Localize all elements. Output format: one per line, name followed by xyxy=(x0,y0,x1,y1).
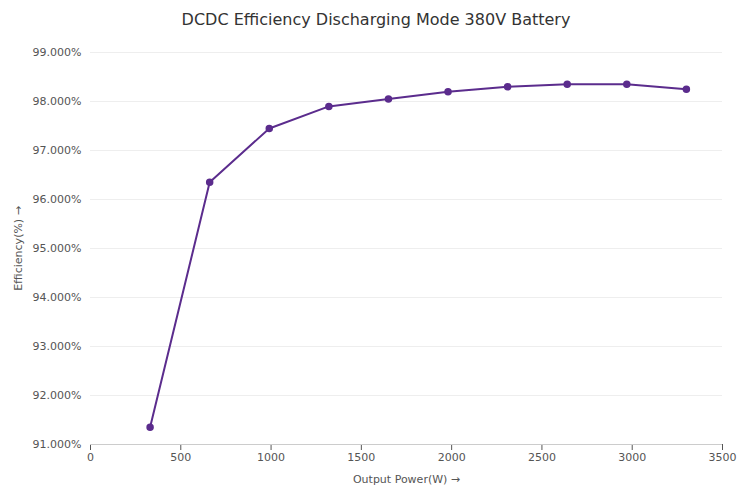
svg-text:93.000%: 93.000% xyxy=(33,340,82,353)
svg-text:94.000%: 94.000% xyxy=(33,291,82,304)
svg-text:96.000%: 96.000% xyxy=(33,193,82,206)
svg-text:Efficiency(%) →: Efficiency(%) → xyxy=(12,206,25,291)
svg-text:500: 500 xyxy=(170,451,191,464)
svg-text:0: 0 xyxy=(87,451,94,464)
html-text:DCDC Efficiency Discharging Mo: DCDC Efficiency Discharging Mode 380V Ba… xyxy=(181,10,571,29)
svg-text:Output Power(W) →: Output Power(W) → xyxy=(353,473,460,486)
svg-text:99.000%: 99.000% xyxy=(33,46,82,59)
svg-text:2000: 2000 xyxy=(438,451,466,464)
svg-text:92.000%: 92.000% xyxy=(33,389,82,402)
svg-text:95.000%: 95.000% xyxy=(33,242,82,255)
svg-text:2500: 2500 xyxy=(528,451,556,464)
svg-text:97.000%: 97.000% xyxy=(33,144,82,157)
svg-text:1500: 1500 xyxy=(347,451,375,464)
svg-text:3000: 3000 xyxy=(618,451,646,464)
svg-text:1000: 1000 xyxy=(257,451,285,464)
svg-text:91.000%: 91.000% xyxy=(33,438,82,451)
svg-text:98.000%: 98.000% xyxy=(33,95,82,108)
svg-text:3500: 3500 xyxy=(709,451,737,464)
